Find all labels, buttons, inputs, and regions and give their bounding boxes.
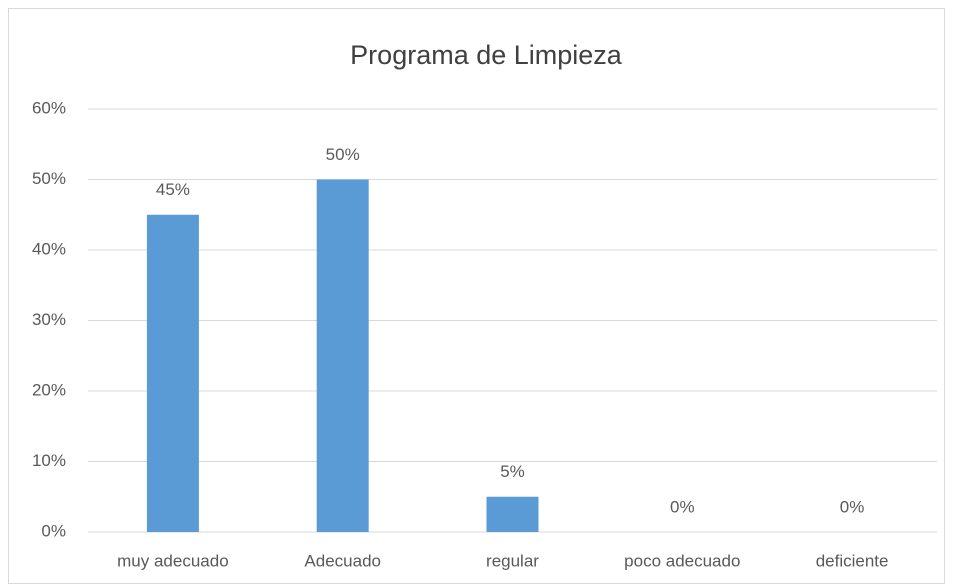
y-tick-label: 10% — [32, 451, 66, 470]
x-tick-label: deficiente — [816, 551, 889, 570]
x-tick-label: Adecuado — [304, 551, 381, 570]
x-tick-label: muy adecuado — [117, 551, 229, 570]
y-tick-label: 50% — [32, 169, 66, 188]
data-label: 45% — [156, 180, 190, 199]
bar — [486, 496, 539, 532]
y-tick-label: 20% — [32, 380, 66, 399]
data-label: 0% — [670, 497, 695, 516]
bar — [316, 179, 369, 532]
chart-title: Programa de Limpieza — [350, 40, 623, 70]
y-tick-label: 0% — [41, 521, 66, 540]
y-tick-label: 60% — [32, 98, 66, 117]
data-label: 5% — [500, 462, 525, 481]
data-label: 50% — [326, 145, 360, 164]
x-tick-label: regular — [486, 551, 539, 570]
y-tick-label: 30% — [32, 310, 66, 329]
y-tick-label: 40% — [32, 239, 66, 258]
x-tick-label: poco adecuado — [624, 551, 740, 570]
data-label: 0% — [840, 497, 865, 516]
bar — [146, 214, 199, 532]
